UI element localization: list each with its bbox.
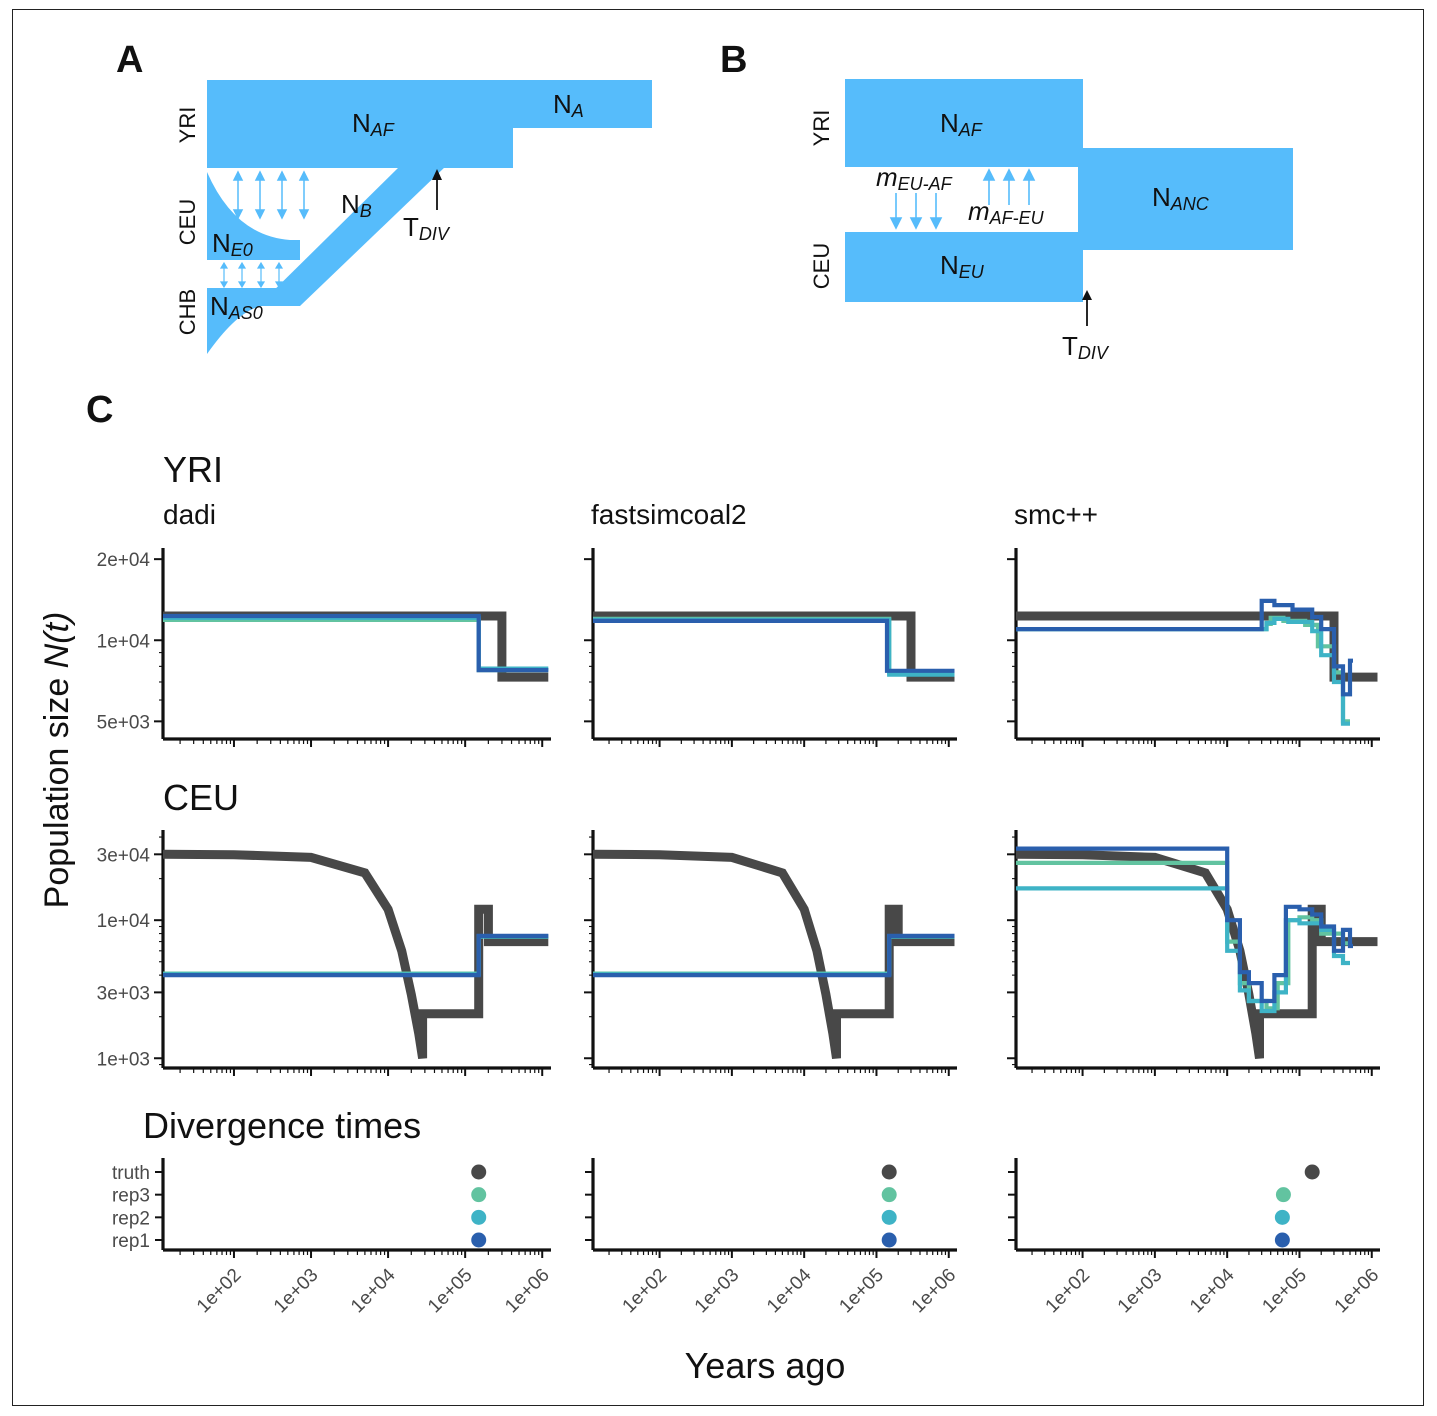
x-tick-label: 1e+02 bbox=[619, 1265, 672, 1318]
diagram-a-t-div: TDIV bbox=[403, 212, 451, 244]
divergence-point-rep1 bbox=[882, 1233, 897, 1248]
series-line-truth bbox=[163, 854, 548, 1058]
x-tick-label: 1e+03 bbox=[1114, 1265, 1167, 1318]
divergence-point-truth bbox=[882, 1165, 897, 1180]
y-category-label: rep1 bbox=[112, 1231, 150, 1252]
y-tick-label: 1e+04 bbox=[97, 911, 151, 932]
col-title-fastsimcoal2: fastsimcoal2 bbox=[591, 499, 747, 530]
divergence-point-rep2 bbox=[882, 1210, 897, 1225]
y-tick-label: 1e+03 bbox=[97, 1049, 150, 1070]
x-tick-label: 1e+06 bbox=[908, 1265, 961, 1318]
diagram-b-m-af-eu: mAF-EU bbox=[968, 196, 1045, 228]
series-line-rep2 bbox=[163, 618, 548, 669]
x-tick-label: 1e+05 bbox=[835, 1265, 888, 1318]
series-line-truth bbox=[593, 854, 955, 1058]
y-tick-label: 3e+04 bbox=[97, 845, 151, 866]
series-line-truth bbox=[1016, 854, 1378, 1058]
x-tick-label: 1e+06 bbox=[501, 1265, 554, 1318]
axes-divergence-times-fastsimcoal2: 1e+02 1e+03 1e+04 1e+05 1e+06 bbox=[585, 1158, 960, 1317]
row-title-divergence: Divergence times bbox=[143, 1105, 421, 1146]
divergence-point-truth bbox=[471, 1165, 486, 1180]
divergence-point-rep3 bbox=[1276, 1187, 1291, 1202]
diagram-b-migration-arrows-down bbox=[891, 193, 941, 228]
axes-divergence-times-smcpp: 1e+02 1e+03 1e+04 1e+05 1e+06 bbox=[1008, 1158, 1383, 1317]
axes-layer: 2e+041e+045e+033e+041e+043e+031e+03truth… bbox=[97, 548, 1384, 1317]
row-title-yri: YRI bbox=[163, 449, 223, 490]
row-title-ceu: CEU bbox=[163, 777, 239, 818]
x-tick-label: 1e+03 bbox=[691, 1265, 744, 1318]
x-axis-label: Years ago bbox=[685, 1345, 846, 1386]
diagram-b-tdiv-arrow bbox=[1082, 290, 1092, 326]
col-title-dadi: dadi bbox=[163, 499, 216, 530]
series-group-yri-smcpp bbox=[1016, 601, 1378, 724]
divergence-point-rep1 bbox=[1275, 1233, 1290, 1248]
divergence-point-rep1 bbox=[471, 1233, 486, 1248]
x-tick-label: 1e+05 bbox=[1258, 1265, 1311, 1318]
x-tick-label: 1e+02 bbox=[1042, 1265, 1095, 1318]
divergence-point-rep3 bbox=[471, 1187, 486, 1202]
diagram-a-label-yri: YRI bbox=[175, 107, 200, 144]
series-line-rep3 bbox=[1016, 863, 1350, 1008]
series-line-rep1 bbox=[593, 621, 955, 671]
series-group-ceu-dadi bbox=[163, 854, 548, 1058]
divergence-point-truth bbox=[1305, 1165, 1320, 1180]
series-group-ceu-smcpp bbox=[1016, 849, 1378, 1059]
panel-b: B YRI CEU NAF NEU NANC mEU-AF mAF-EU TDI… bbox=[720, 39, 1293, 363]
series-line-rep1 bbox=[163, 616, 548, 670]
diagram-a-label-ceu: CEU bbox=[175, 199, 200, 245]
panel-a: A YRI CEU CHB NAF NA NB bbox=[116, 39, 652, 354]
axes-yri-dadi: 2e+04 1e+04 5e+03 bbox=[97, 548, 551, 747]
diagram-a-shapes bbox=[207, 80, 652, 354]
y-tick-label: 2e+04 bbox=[97, 550, 151, 571]
axes-yri-fastsimcoal2 bbox=[584, 548, 957, 747]
y-tick-label: 3e+03 bbox=[97, 983, 150, 1004]
y-category-label: truth bbox=[112, 1163, 150, 1184]
x-tick-label: 1e+04 bbox=[1186, 1264, 1239, 1317]
diagram-a-migration-arrows-bottom bbox=[221, 263, 282, 287]
plot-layer bbox=[163, 601, 1378, 1248]
series-group-yri-fastsimcoal2 bbox=[593, 616, 955, 677]
x-tick-label: 1e+02 bbox=[193, 1265, 246, 1318]
x-tick-label: 1e+05 bbox=[424, 1265, 477, 1318]
y-tick-label: 5e+03 bbox=[97, 712, 150, 733]
series-line-rep3 bbox=[593, 619, 955, 673]
x-tick-label: 1e+06 bbox=[1331, 1265, 1384, 1318]
series-line-rep3 bbox=[163, 620, 548, 670]
series-line-truth bbox=[593, 616, 955, 677]
series-line-rep3 bbox=[1016, 618, 1350, 722]
diagram-a-migration-arrows-top bbox=[234, 172, 308, 218]
series-line-rep2 bbox=[1016, 619, 1350, 724]
y-category-label: rep2 bbox=[112, 1208, 150, 1229]
axes-divergence-times-dadi: truthrep3rep2rep1 1e+02 1e+03 1e+04 1e+05 1e+… bbox=[112, 1158, 554, 1317]
diagram-a-n-b: NB bbox=[341, 189, 372, 221]
y-axis-label: Population size N(t) bbox=[38, 612, 76, 909]
divergence-point-rep2 bbox=[471, 1210, 486, 1225]
divergence-point-rep3 bbox=[882, 1187, 897, 1202]
y-tick-label: 1e+04 bbox=[97, 631, 151, 652]
diagram-b-label-yri: YRI bbox=[809, 110, 834, 147]
series-line-rep2 bbox=[593, 620, 955, 675]
panel-c-letter: C bbox=[86, 389, 113, 431]
panel-b-letter: B bbox=[720, 39, 747, 81]
x-tick-label: 1e+04 bbox=[763, 1264, 816, 1317]
diagram-b-t-div: TDIV bbox=[1062, 331, 1110, 363]
divergence-point-rep2 bbox=[1275, 1210, 1290, 1225]
diagram-b-label-ceu: CEU bbox=[809, 243, 834, 289]
panel-a-letter: A bbox=[116, 39, 143, 81]
series-group-yri-dadi bbox=[163, 616, 548, 677]
x-tick-label: 1e+03 bbox=[270, 1265, 323, 1318]
diagram-a-label-chb: CHB bbox=[175, 289, 200, 335]
diagram-b-migration-arrows-up bbox=[984, 170, 1034, 205]
x-tick-label: 1e+04 bbox=[347, 1264, 400, 1317]
y-category-label: rep3 bbox=[112, 1186, 150, 1207]
series-group-ceu-fastsimcoal2 bbox=[593, 854, 955, 1058]
col-title-smcpp: smc++ bbox=[1014, 499, 1098, 530]
panel-c: C YRI CEU Divergence times dadi fastsimc… bbox=[38, 389, 1383, 1386]
